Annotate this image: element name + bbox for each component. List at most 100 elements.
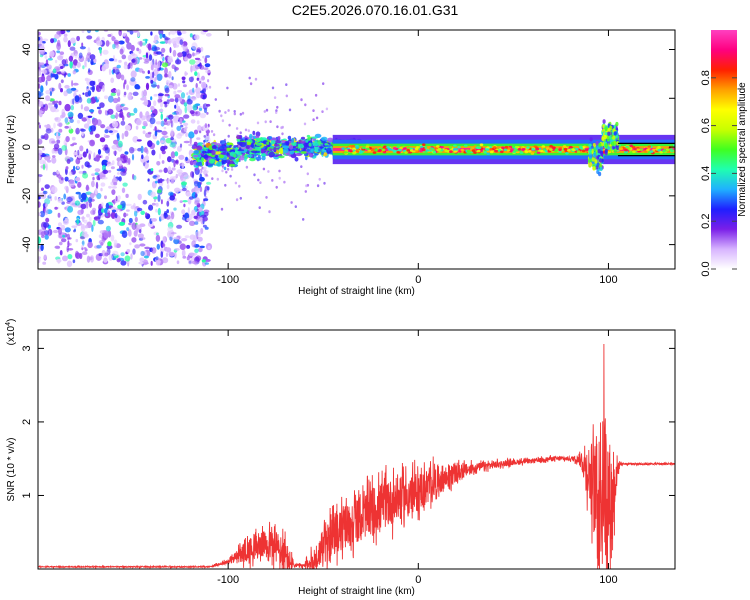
spectrogram-point — [38, 201, 41, 208]
spectrogram-point — [244, 128, 248, 132]
spectrogram-point — [111, 160, 115, 166]
spectrogram-point — [147, 178, 150, 182]
spectrogram-point — [132, 248, 136, 255]
spectrogram-point — [304, 190, 307, 193]
spectrogram-point — [174, 94, 181, 99]
spectrogram-point — [229, 163, 236, 167]
spectrogram-point — [174, 252, 177, 259]
spectrogram-point — [504, 145, 509, 149]
spectrogram-point — [271, 179, 274, 182]
spectrogram-point — [124, 61, 128, 66]
spectrogram-point — [275, 185, 278, 189]
spectrogram-point — [593, 147, 597, 152]
spectrogram-point — [38, 91, 42, 98]
spectrogram-point — [526, 146, 530, 149]
spectrogram-point — [58, 227, 62, 235]
spectrogram-point — [117, 195, 121, 200]
spectrogram-point — [141, 257, 144, 262]
spectrogram-point — [102, 84, 105, 93]
spectrogram-point — [300, 136, 306, 140]
spectrogram-point — [295, 152, 303, 157]
spectrogram-point — [43, 222, 50, 228]
spectrogram-point — [151, 71, 155, 79]
spectrogram-point — [190, 96, 197, 101]
spectrogram-point — [87, 47, 91, 55]
spectrogram-point — [306, 134, 311, 138]
x-tick-label: 100 — [599, 274, 617, 286]
spectrogram-point — [392, 147, 397, 150]
spectrogram-point — [38, 71, 42, 76]
spectrogram-point — [324, 143, 329, 146]
spectrogram-point — [132, 136, 139, 143]
spectrogram-point — [166, 247, 172, 253]
spectrogram-point — [83, 219, 88, 224]
spectrogram-point — [54, 206, 58, 210]
spectrogram-point — [74, 228, 76, 232]
spectrogram-point — [226, 86, 229, 90]
spectrogram-point — [127, 54, 132, 61]
spectrogram-point — [278, 155, 285, 159]
spectrogram-point — [160, 55, 163, 59]
spectrogram-point — [174, 67, 179, 71]
spectrogram-point — [316, 184, 320, 188]
spectrogram-point — [57, 147, 63, 155]
spectrogram-point — [142, 70, 145, 74]
spectrogram-point — [177, 132, 185, 136]
spectrogram-point — [110, 77, 115, 84]
spectrogram-point — [174, 97, 179, 103]
spectrogram-point — [246, 154, 253, 158]
spectrogram-point — [202, 30, 209, 33]
spectrogram-point — [607, 128, 611, 133]
spectrogram-point — [123, 91, 127, 96]
spectrogram-point — [193, 141, 198, 147]
spectrogram-point — [208, 152, 212, 156]
spectrogram-point — [113, 199, 116, 205]
spectrogram-point — [265, 108, 269, 112]
spectrogram-point — [135, 227, 139, 233]
spectrogram-point — [273, 146, 277, 153]
spectrogram-point — [592, 166, 596, 171]
spectrogram-point — [193, 154, 199, 158]
spectrogram-point — [300, 141, 307, 144]
spectrogram-point — [519, 151, 524, 154]
spectrogram-point — [154, 46, 161, 51]
spectrogram-point — [206, 112, 209, 115]
spectrogram-point — [70, 37, 76, 44]
spectrogram-point — [254, 146, 261, 151]
spectrogram-point — [249, 152, 253, 155]
spectrogram-point — [471, 149, 476, 152]
spectrogram-point — [277, 136, 281, 141]
spectrogram-point — [612, 135, 616, 140]
spectrogram-point — [374, 148, 379, 152]
spectrogram-point — [56, 31, 62, 35]
spectrogram-point — [483, 151, 488, 154]
spectrogram-point — [249, 157, 256, 162]
spectrogram-point — [278, 169, 281, 173]
spectrogram-point — [87, 162, 91, 169]
spectrogram-point — [115, 112, 118, 120]
spectrogram-point — [39, 62, 45, 66]
spectrogram-point — [318, 148, 322, 152]
spectrogram-point — [384, 148, 389, 151]
spectrogram-point — [63, 33, 68, 37]
spectrogram-point — [112, 43, 116, 50]
spectrogram-point — [179, 96, 183, 102]
spectrogram-point — [139, 111, 143, 119]
spectrogram-point — [188, 131, 195, 139]
spectrogram-point — [159, 66, 162, 71]
spectrogram-point — [381, 148, 386, 152]
spectrogram-point — [214, 154, 219, 159]
spectrogram-point — [348, 149, 353, 152]
spectrogram-point — [578, 145, 583, 149]
spectrogram-point — [193, 129, 199, 135]
spectrogram-point — [163, 167, 168, 174]
spectrogram-point — [112, 120, 119, 128]
spectrogram-point — [140, 250, 145, 257]
spectrogram-point — [186, 98, 193, 105]
spectrogram-point — [125, 213, 129, 217]
x-tick-label: 100 — [599, 574, 617, 586]
spectrogram-point — [82, 251, 88, 256]
spectrogram-point — [67, 111, 74, 118]
spectrogram-point — [127, 64, 131, 70]
spectrogram-point — [183, 114, 190, 119]
